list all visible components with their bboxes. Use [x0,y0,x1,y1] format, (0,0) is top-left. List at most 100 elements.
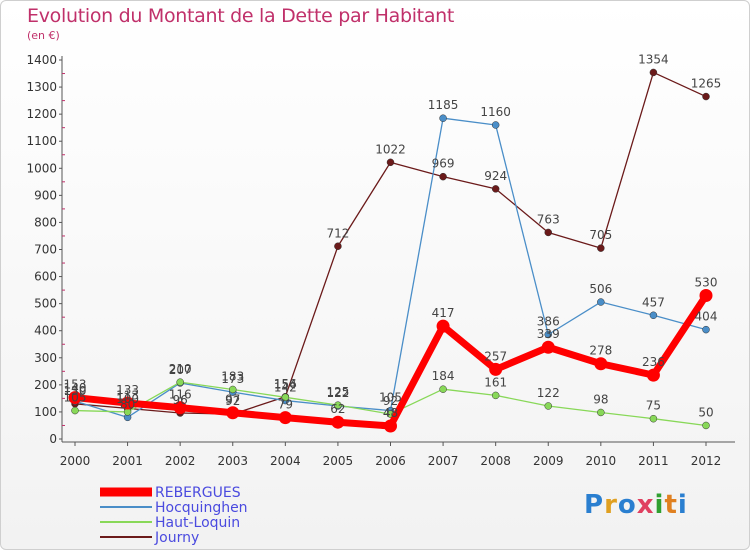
data-point [544,402,552,410]
data-label: 207 [169,363,192,377]
data-label: 62 [330,402,345,416]
logo-letter: i [677,490,688,520]
data-point [176,378,184,386]
data-point [334,242,342,251]
data-label: 50 [698,405,713,419]
y-tick-label: 600 [34,270,57,284]
legend-label: REBERGUES [155,485,241,501]
chart-subtitle: (en €) [27,29,60,42]
data-point [439,114,447,122]
data-point [597,244,605,252]
data-point [281,393,290,402]
data-point [702,92,710,101]
data-label: 154 [274,377,297,391]
data-label: 122 [537,386,560,400]
y-tick-label: 100 [34,405,57,419]
data-label: 153 [64,378,87,392]
proxiti-logo: Proxiti [584,490,688,520]
data-point [541,340,555,354]
data-point [386,158,395,167]
data-label: 236 [642,355,665,369]
y-tick-label: 500 [34,297,57,311]
legend-label: Hocquinghen [155,500,248,516]
data-label: 173 [221,372,244,386]
data-label: 100 [116,392,139,406]
data-point [68,391,82,405]
data-label: 924 [484,169,507,183]
data-point [597,408,605,417]
logo-letter: t [664,490,678,520]
x-tick-label: 2003 [217,454,248,468]
data-point [439,385,447,393]
data-point [544,228,552,237]
x-tick-label: 2010 [586,454,617,468]
data-label: 156 [274,377,297,391]
data-point [226,406,240,420]
x-tick-label: 2007 [428,454,459,468]
data-label: 404 [695,310,718,324]
data-label: 113 [116,388,139,402]
data-label: 457 [642,295,665,309]
data-label: 161 [484,375,507,389]
data-point [71,406,79,415]
legend-label: Haut-Loquin [155,515,240,531]
data-label: 339 [537,327,560,341]
data-label: 92 [225,394,240,408]
data-point [384,419,397,433]
data-label: 48 [383,406,398,420]
data-point [594,357,608,371]
data-label: 705 [589,228,612,242]
data-point [121,396,135,410]
data-label: 278 [589,344,612,358]
y-tick-label: 1200 [26,107,57,121]
y-tick-label: 1300 [26,80,57,94]
data-label: 142 [274,381,297,395]
data-label: 125 [326,385,349,399]
data-label: 116 [169,388,192,402]
x-tick-label: 2012 [691,454,722,468]
data-label: 96 [173,393,188,407]
data-label: 257 [484,349,507,363]
data-label: 1265 [691,77,722,91]
data-label: 130 [64,384,87,398]
data-point [173,401,187,415]
data-label: 530 [695,276,718,290]
data-label: 1160 [480,105,511,119]
x-tick-label: 2006 [375,454,406,468]
logo-letter: i [654,490,665,520]
x-tick-label: 2011 [638,454,669,468]
x-tick-label: 2004 [270,454,301,468]
data-point [229,385,237,394]
data-point [649,68,658,77]
data-point [278,411,292,425]
logo-letter: r [604,490,618,520]
x-tick-label: 2005 [323,454,354,468]
y-tick-label: 700 [34,243,57,257]
data-point [491,185,500,193]
data-label: 97 [225,393,240,407]
data-point [439,172,447,181]
data-point [491,391,500,400]
data-label: 417 [432,306,455,320]
data-point [702,421,710,430]
data-point [646,368,660,382]
data-point [331,415,345,429]
data-label: 133 [116,383,139,397]
data-label: 210 [169,362,192,376]
y-tick-label: 900 [34,188,57,202]
data-label: 1185 [428,98,459,112]
data-point [597,298,605,306]
logo-letter: P [584,490,605,520]
data-label: 122 [326,386,349,400]
x-tick-label: 2001 [112,454,143,468]
x-tick-label: 2000 [60,454,91,468]
data-label: 712 [326,226,349,240]
x-tick-label: 2002 [165,454,196,468]
data-label: 386 [537,315,560,329]
data-label: 92 [383,394,398,408]
y-tick-label: 0 [49,432,57,446]
data-label: 80 [120,397,135,411]
data-point [491,121,500,129]
chart-title: Evolution du Montant de la Dette par Hab… [27,5,455,27]
